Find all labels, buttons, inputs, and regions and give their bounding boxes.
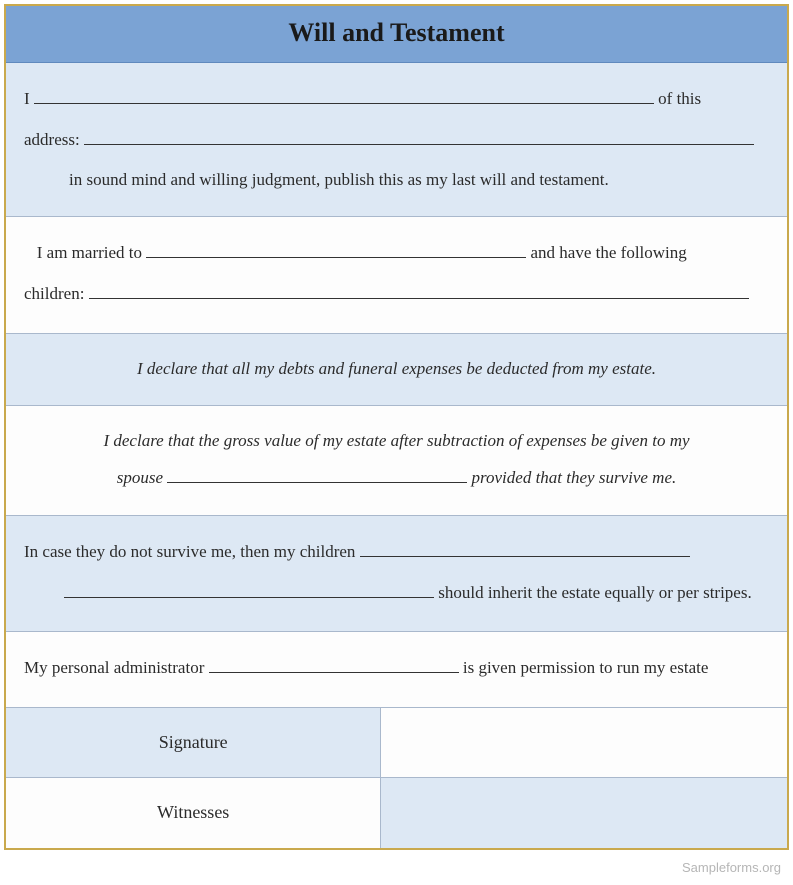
blank-declarant-name[interactable]	[34, 86, 654, 104]
text-sound-mind: in sound mind and willing judgment, publ…	[24, 161, 769, 198]
text-debts-declaration: I declare that all my debts and funeral …	[137, 359, 656, 378]
text-married-to: I am married to	[37, 243, 142, 262]
text-of-this: of this	[658, 89, 701, 108]
row-signature: Signature	[6, 708, 787, 778]
label-address: address:	[24, 130, 80, 149]
label-children: children:	[24, 284, 84, 303]
field-witnesses[interactable]	[381, 778, 787, 848]
row-witnesses: Witnesses	[6, 778, 787, 848]
label-signature: Signature	[6, 708, 381, 778]
blank-children-names[interactable]	[89, 281, 749, 299]
section-estate-children: In case they do not survive me, then my …	[6, 516, 787, 633]
label-witnesses: Witnesses	[6, 778, 381, 848]
section-family: I am married to and have the following c…	[6, 217, 787, 334]
text-i: I	[24, 89, 30, 108]
section-declarant: I of this address: in sound mind and wil…	[6, 63, 787, 217]
text-permission: is given permission to run my estate	[463, 658, 709, 677]
field-signature[interactable]	[381, 708, 787, 778]
signature-table: Signature Witnesses	[6, 707, 787, 848]
will-form: Will and Testament I of this address: in…	[4, 4, 789, 850]
text-spouse: spouse	[117, 468, 163, 487]
text-inherit-equally: should inherit the estate equally or per…	[438, 583, 751, 602]
blank-administrator-name[interactable]	[209, 656, 459, 674]
text-gross-value: I declare that the gross value of my est…	[103, 431, 689, 450]
section-administrator: My personal administrator is given permi…	[6, 632, 787, 707]
section-estate-spouse: I declare that the gross value of my est…	[6, 406, 787, 516]
blank-address[interactable]	[84, 127, 754, 145]
blank-spouse-beneficiary[interactable]	[167, 466, 467, 484]
text-not-survive: In case they do not survive me, then my …	[24, 542, 355, 561]
text-have-following: and have the following	[531, 243, 687, 262]
form-header: Will and Testament	[6, 6, 787, 63]
text-administrator: My personal administrator	[24, 658, 204, 677]
section-debts: I declare that all my debts and funeral …	[6, 334, 787, 406]
blank-spouse-name[interactable]	[146, 240, 526, 258]
watermark: Sampleforms.org	[682, 860, 781, 875]
blank-children-inherit-2[interactable]	[64, 580, 434, 598]
form-title: Will and Testament	[288, 18, 504, 47]
blank-children-inherit-1[interactable]	[360, 539, 690, 557]
text-provided-survive: provided that they survive me.	[472, 468, 677, 487]
